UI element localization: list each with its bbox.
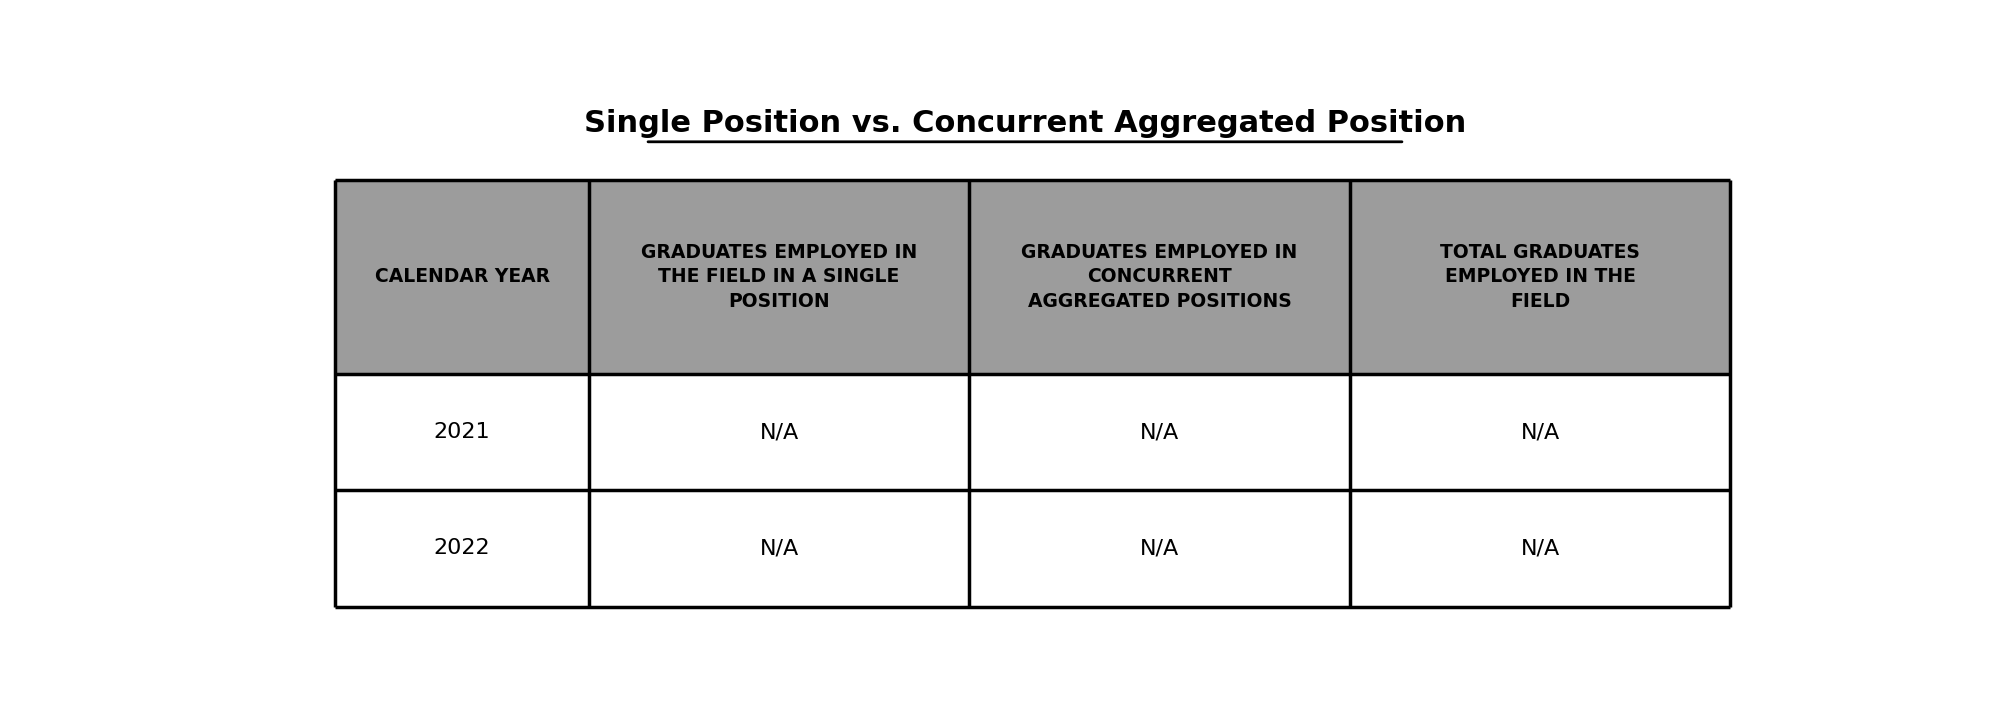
Text: CALENDAR YEAR: CALENDAR YEAR [374,268,550,287]
Text: 2022: 2022 [434,539,490,558]
Text: GRADUATES EMPLOYED IN
CONCURRENT
AGGREGATED POSITIONS: GRADUATES EMPLOYED IN CONCURRENT AGGREGA… [1022,243,1298,311]
Text: N/A: N/A [1520,422,1560,442]
Text: N/A: N/A [760,539,798,558]
Text: N/A: N/A [1140,422,1180,442]
Text: Single Position vs. Concurrent Aggregated Position: Single Position vs. Concurrent Aggregate… [584,109,1466,138]
Text: N/A: N/A [760,422,798,442]
Text: TOTAL GRADUATES
EMPLOYED IN THE
FIELD: TOTAL GRADUATES EMPLOYED IN THE FIELD [1440,243,1640,311]
Text: N/A: N/A [1520,539,1560,558]
Text: N/A: N/A [1140,539,1180,558]
Text: 2021: 2021 [434,422,490,442]
Text: GRADUATES EMPLOYED IN
THE FIELD IN A SINGLE
POSITION: GRADUATES EMPLOYED IN THE FIELD IN A SIN… [640,243,918,311]
